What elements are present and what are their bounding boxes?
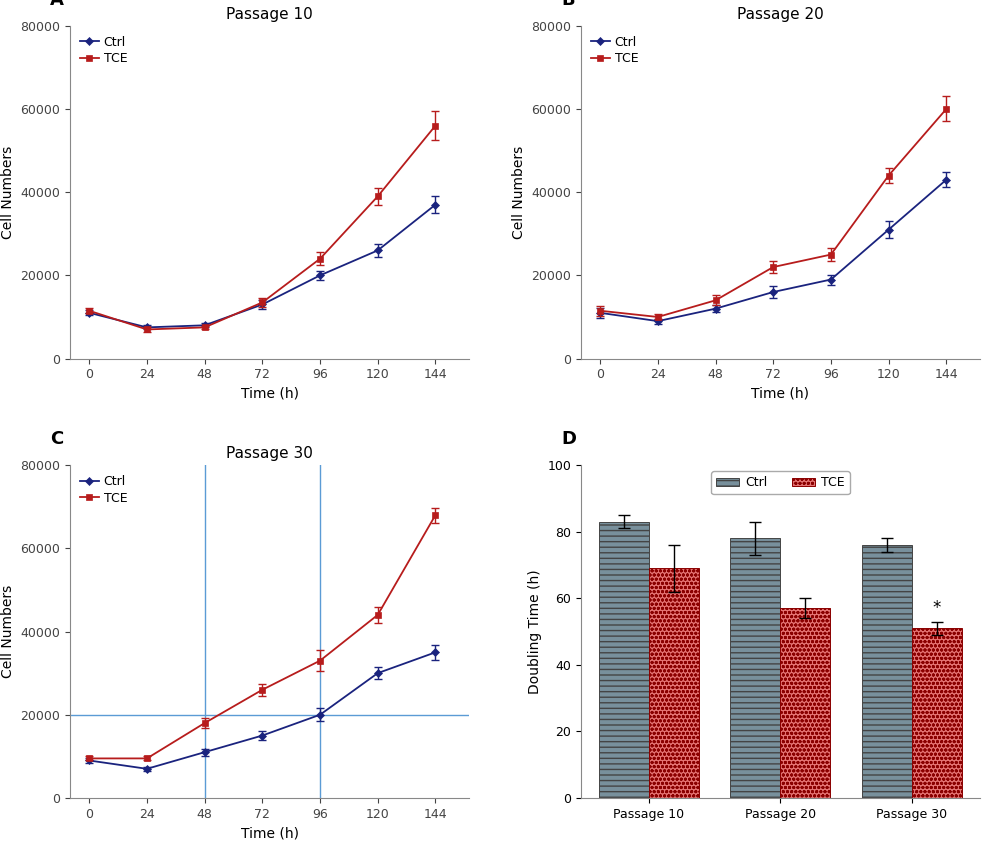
- TCE: [83, 753, 95, 764]
- Ctrl: [199, 320, 211, 330]
- Line: TCE: TCE: [86, 512, 438, 761]
- Y-axis label: Cell Numbers: Cell Numbers: [1, 585, 15, 678]
- TCE: [314, 656, 326, 666]
- Ctrl: [199, 747, 211, 758]
- Ctrl: [314, 710, 326, 720]
- Bar: [649, 568, 699, 798]
- Ctrl: [825, 275, 837, 285]
- Ctrl: [141, 323, 153, 333]
- TCE: [594, 305, 606, 316]
- TCE: [940, 104, 952, 114]
- Ctrl: [429, 200, 441, 210]
- X-axis label: Time (h): Time (h): [241, 387, 299, 401]
- Legend: Ctrl, TCE: Ctrl, TCE: [711, 471, 850, 494]
- Line: Ctrl: Ctrl: [86, 202, 438, 330]
- TCE: [199, 718, 211, 728]
- Text: C: C: [50, 431, 63, 449]
- TCE: [141, 753, 153, 764]
- TCE: [767, 262, 779, 272]
- Text: *: *: [933, 599, 941, 617]
- TCE: [141, 324, 153, 335]
- Title: Passage 20: Passage 20: [737, 7, 824, 21]
- Legend: Ctrl, TCE: Ctrl, TCE: [587, 32, 642, 69]
- TCE: [883, 171, 895, 181]
- Bar: [912, 628, 962, 798]
- TCE: [314, 254, 326, 264]
- Bar: [730, 538, 780, 798]
- Title: Passage 30: Passage 30: [226, 446, 313, 461]
- Ctrl: [940, 174, 952, 184]
- Ctrl: [883, 225, 895, 235]
- TCE: [429, 510, 441, 520]
- TCE: [372, 191, 384, 202]
- TCE: [372, 610, 384, 620]
- Y-axis label: Cell Numbers: Cell Numbers: [512, 146, 526, 239]
- X-axis label: Time (h): Time (h): [241, 826, 299, 840]
- Ctrl: [83, 308, 95, 318]
- Ctrl: [256, 730, 268, 740]
- Line: Ctrl: Ctrl: [597, 177, 949, 324]
- Text: A: A: [50, 0, 64, 9]
- Legend: Ctrl, TCE: Ctrl, TCE: [76, 471, 131, 509]
- Bar: [862, 545, 912, 798]
- TCE: [429, 120, 441, 130]
- Title: Passage 10: Passage 10: [226, 7, 313, 21]
- Ctrl: [372, 245, 384, 256]
- Line: TCE: TCE: [86, 123, 438, 332]
- Ctrl: [652, 316, 664, 326]
- Ctrl: [594, 308, 606, 318]
- TCE: [825, 250, 837, 260]
- TCE: [199, 323, 211, 333]
- Y-axis label: Doubling Time (h): Doubling Time (h): [528, 569, 542, 694]
- Line: Ctrl: Ctrl: [86, 650, 438, 771]
- Legend: Ctrl, TCE: Ctrl, TCE: [76, 32, 131, 69]
- Text: B: B: [561, 0, 575, 9]
- Bar: [599, 522, 649, 798]
- TCE: [256, 297, 268, 307]
- Text: D: D: [561, 431, 576, 449]
- Ctrl: [141, 764, 153, 774]
- Y-axis label: Cell Numbers: Cell Numbers: [1, 146, 15, 239]
- TCE: [83, 305, 95, 316]
- Ctrl: [83, 755, 95, 765]
- Bar: [780, 608, 830, 798]
- Ctrl: [767, 287, 779, 297]
- TCE: [710, 295, 722, 305]
- Line: TCE: TCE: [597, 106, 949, 320]
- Ctrl: [429, 647, 441, 657]
- X-axis label: Time (h): Time (h): [751, 387, 809, 401]
- TCE: [652, 311, 664, 322]
- Ctrl: [710, 304, 722, 314]
- Ctrl: [314, 270, 326, 281]
- Ctrl: [256, 299, 268, 310]
- TCE: [256, 685, 268, 695]
- Ctrl: [372, 668, 384, 679]
